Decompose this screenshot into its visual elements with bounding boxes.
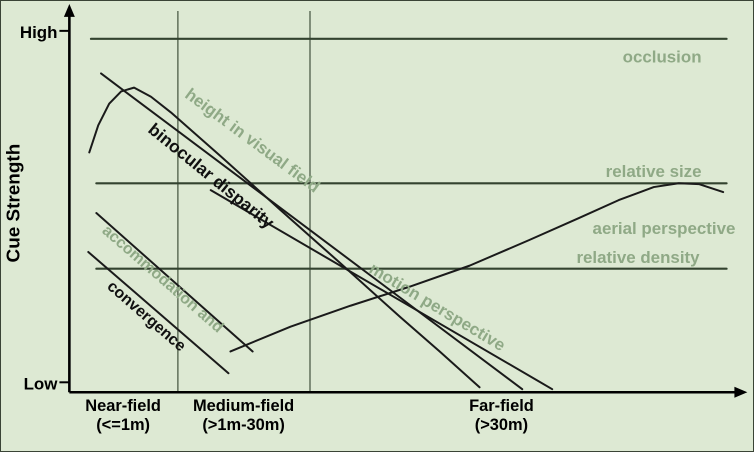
x-region-far-field-label: Far-field bbox=[469, 397, 534, 415]
series-height-in-visual-field bbox=[100, 72, 524, 391]
series-convergence-line bbox=[87, 250, 230, 375]
axes bbox=[59, 3, 748, 398]
y-axis-low-label: Low bbox=[24, 374, 59, 393]
label-motion-perspective: motion perspective bbox=[366, 259, 509, 355]
y-axis-title: Cue Strength bbox=[4, 144, 25, 263]
y-axis-arrow-icon bbox=[63, 3, 75, 17]
series-accommodation-line bbox=[95, 212, 254, 353]
cue-series-lines bbox=[87, 37, 728, 391]
label-relative-size: relative size bbox=[606, 162, 702, 181]
label-relative-density: relative density bbox=[576, 248, 700, 267]
x-region-medium-field-label: Medium-field bbox=[193, 397, 294, 415]
x-region-far-field-range: (>30m) bbox=[475, 416, 528, 434]
label-aerial-perspective: aerial perspective bbox=[593, 219, 736, 238]
x-region-near-field-range: (<=1m) bbox=[96, 416, 150, 434]
x-region-medium-field-range: (>1m-30m) bbox=[202, 416, 285, 434]
series-binocular-disparity bbox=[88, 86, 481, 389]
label-occlusion: occlusion bbox=[623, 48, 702, 67]
series-motion-perspective bbox=[209, 189, 554, 391]
axis-labels: High Low Cue Strength Near-field (<=1m) … bbox=[4, 23, 534, 434]
x-region-near-field-label: Near-field bbox=[85, 397, 161, 415]
y-axis-high-label: High bbox=[20, 23, 58, 42]
x-axis-arrow-icon bbox=[734, 386, 748, 398]
series-aerial-perspective bbox=[229, 182, 725, 353]
